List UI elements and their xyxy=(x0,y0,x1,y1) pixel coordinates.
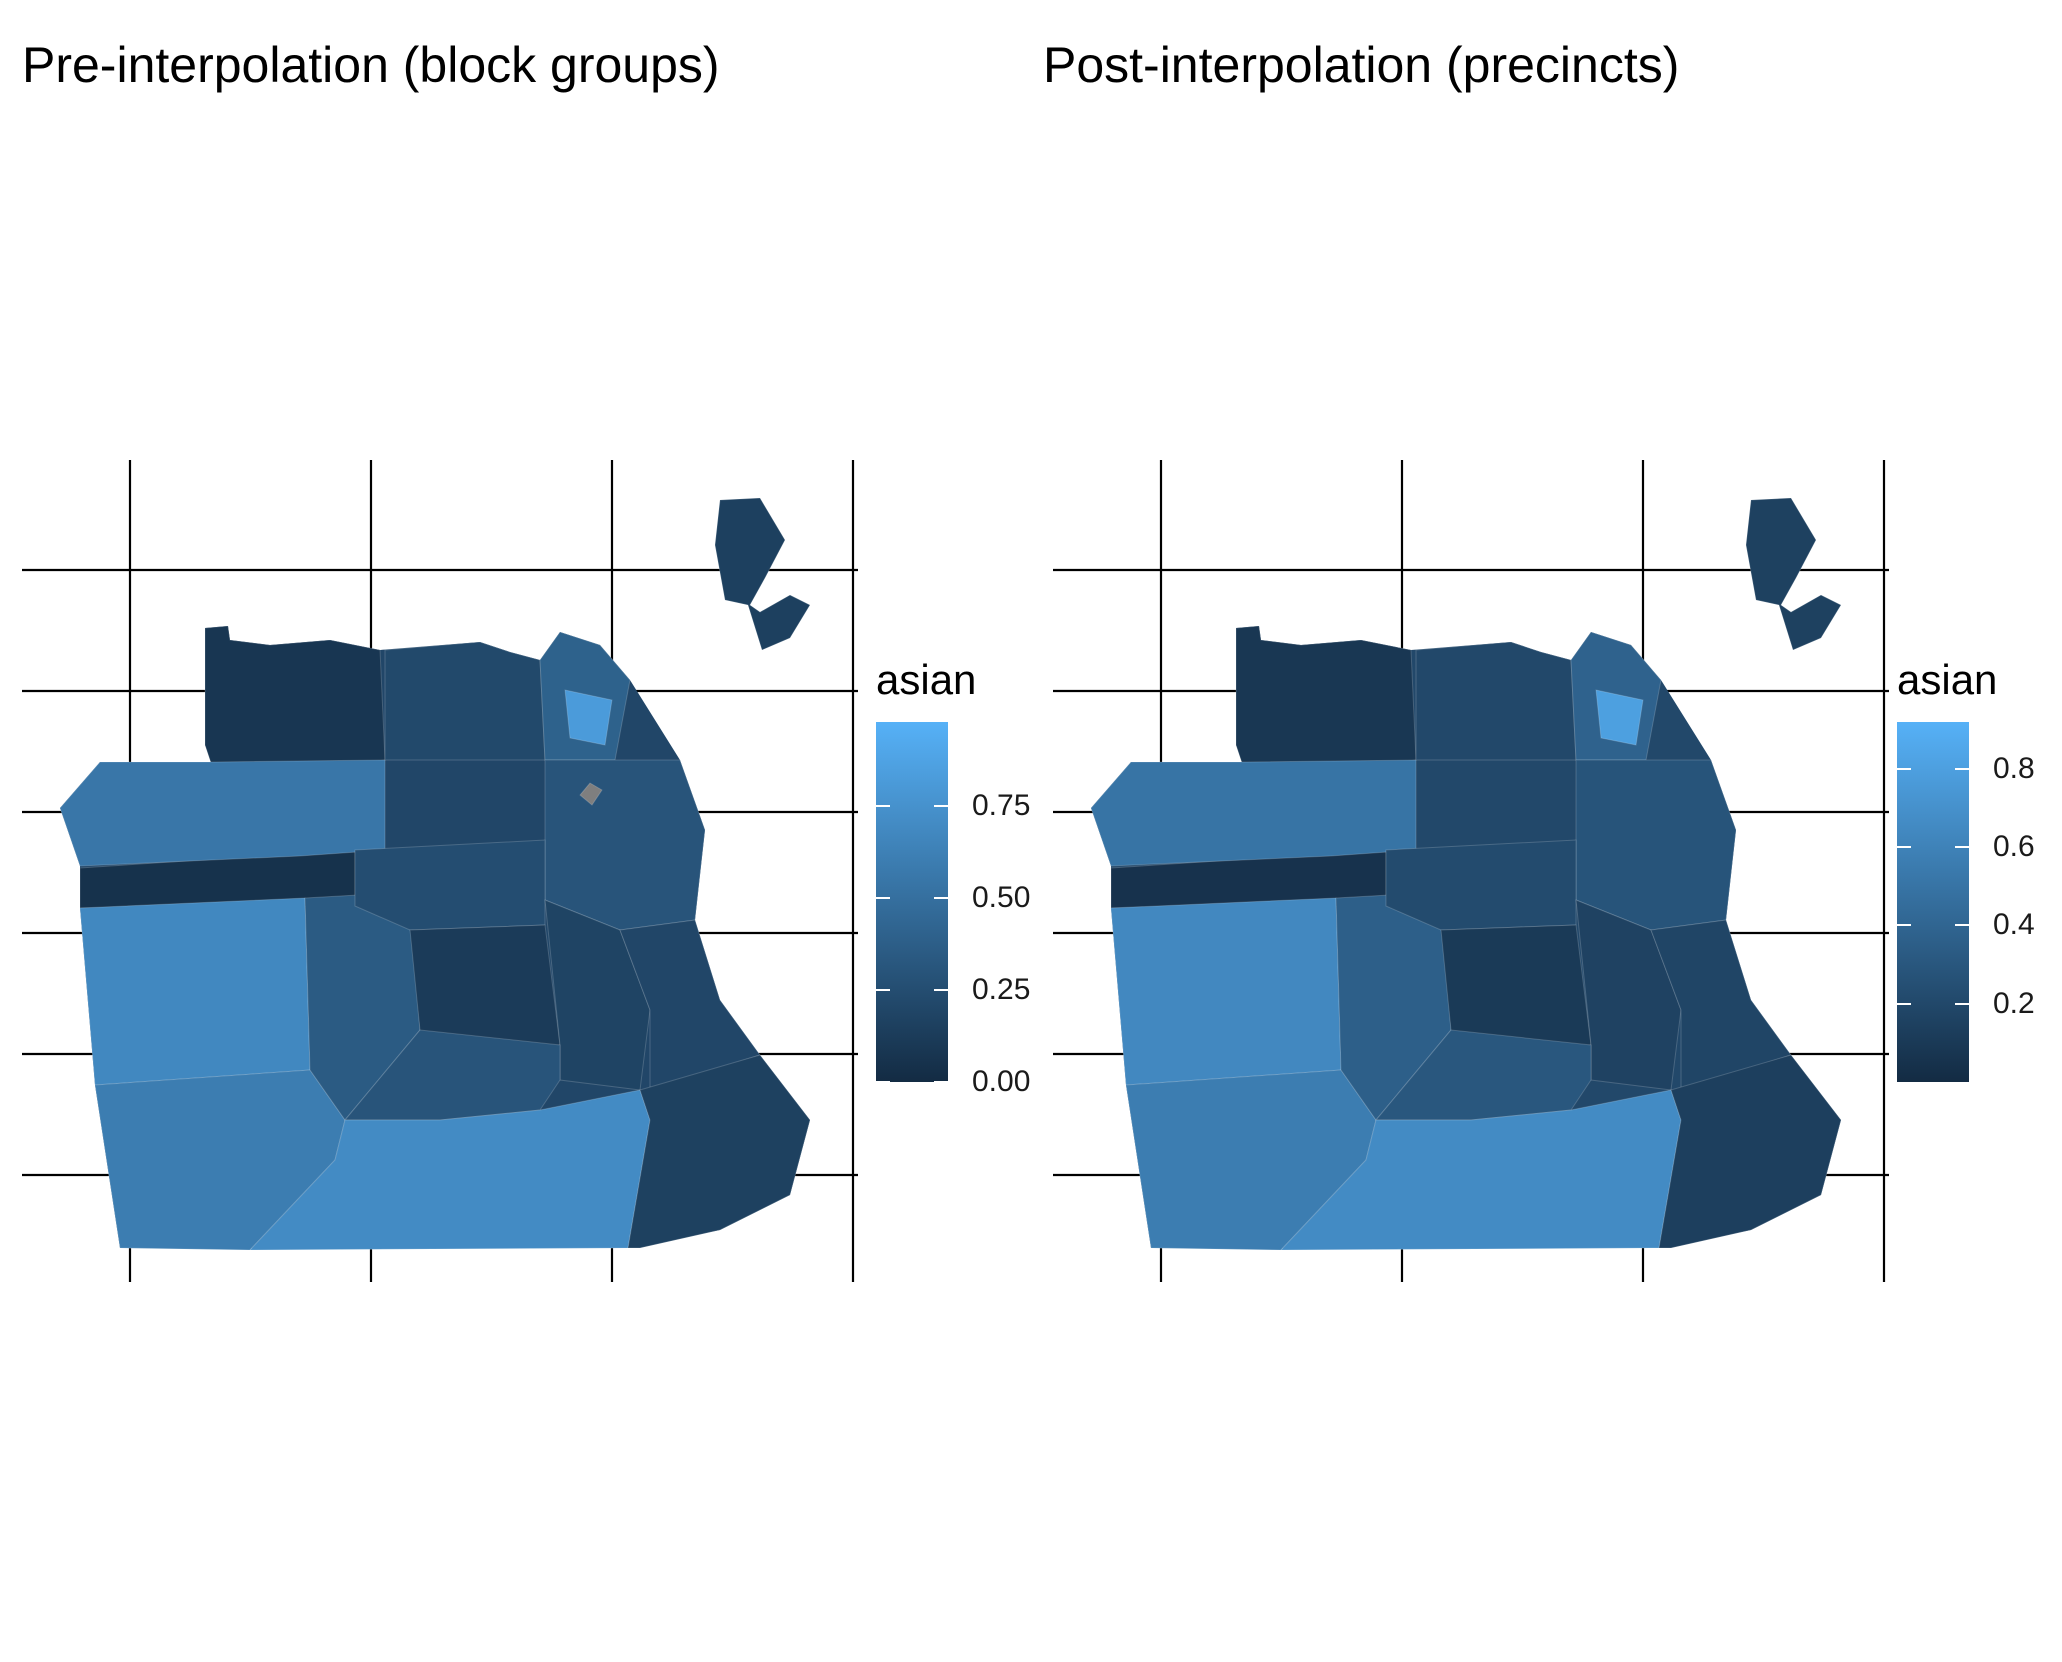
region-western-addition xyxy=(1385,839,1577,931)
legend-tick-label: 0.50 xyxy=(972,881,1031,915)
legend-tick-label: 0.2 xyxy=(1993,986,2035,1020)
legend-colorbar xyxy=(1897,722,1969,1082)
region-richmond xyxy=(1090,759,1417,867)
legend-tick-label: 0.6 xyxy=(1993,830,2035,864)
region-chinatown xyxy=(1595,689,1644,746)
region-marina-pacific-heights xyxy=(1415,641,1577,761)
region-richmond xyxy=(59,759,386,867)
map-panel-post-interpolation: Post-interpolation (precincts) asian 0.2… xyxy=(1031,0,2062,1662)
legend-tick-label: 0.4 xyxy=(1993,908,2035,942)
region-bayview-hunters-point xyxy=(627,1054,811,1249)
region-bayview-hunters-point xyxy=(1658,1054,1842,1249)
region-chinatown xyxy=(564,689,613,746)
region-sunset xyxy=(79,897,311,1086)
region-western-addition xyxy=(354,839,546,931)
region-presidio xyxy=(1235,625,1417,776)
region-fills xyxy=(1090,497,1842,1251)
legend-tick-label: 0.25 xyxy=(972,973,1031,1007)
choropleth-map xyxy=(1053,460,1889,1282)
panel-title: Post-interpolation (precincts) xyxy=(1043,37,1680,93)
legend-title: asian xyxy=(1897,656,1998,703)
region-sunset xyxy=(1110,897,1342,1086)
legend-colorbar xyxy=(876,722,948,1083)
legend-title: asian xyxy=(876,656,977,703)
region-treasure-island xyxy=(714,497,811,651)
region-downtown-soma xyxy=(544,759,706,931)
legend-tick-label: 0.75 xyxy=(972,789,1031,823)
region-marina-pacific-heights xyxy=(384,641,546,761)
region-downtown-soma xyxy=(1575,759,1737,931)
region-fills xyxy=(59,497,811,1251)
legend-tick-label: 0.00 xyxy=(972,1065,1031,1098)
region-presidio xyxy=(204,625,386,776)
panel-title: Pre-interpolation (block groups) xyxy=(22,37,720,93)
region-treasure-island xyxy=(1745,497,1842,651)
choropleth-map xyxy=(22,460,858,1282)
region-missing-tract xyxy=(579,782,603,806)
legend-tick-label: 0.8 xyxy=(1993,751,2035,785)
map-panel-pre-interpolation: Pre-interpolation (block groups) asian 0… xyxy=(22,37,1031,1282)
